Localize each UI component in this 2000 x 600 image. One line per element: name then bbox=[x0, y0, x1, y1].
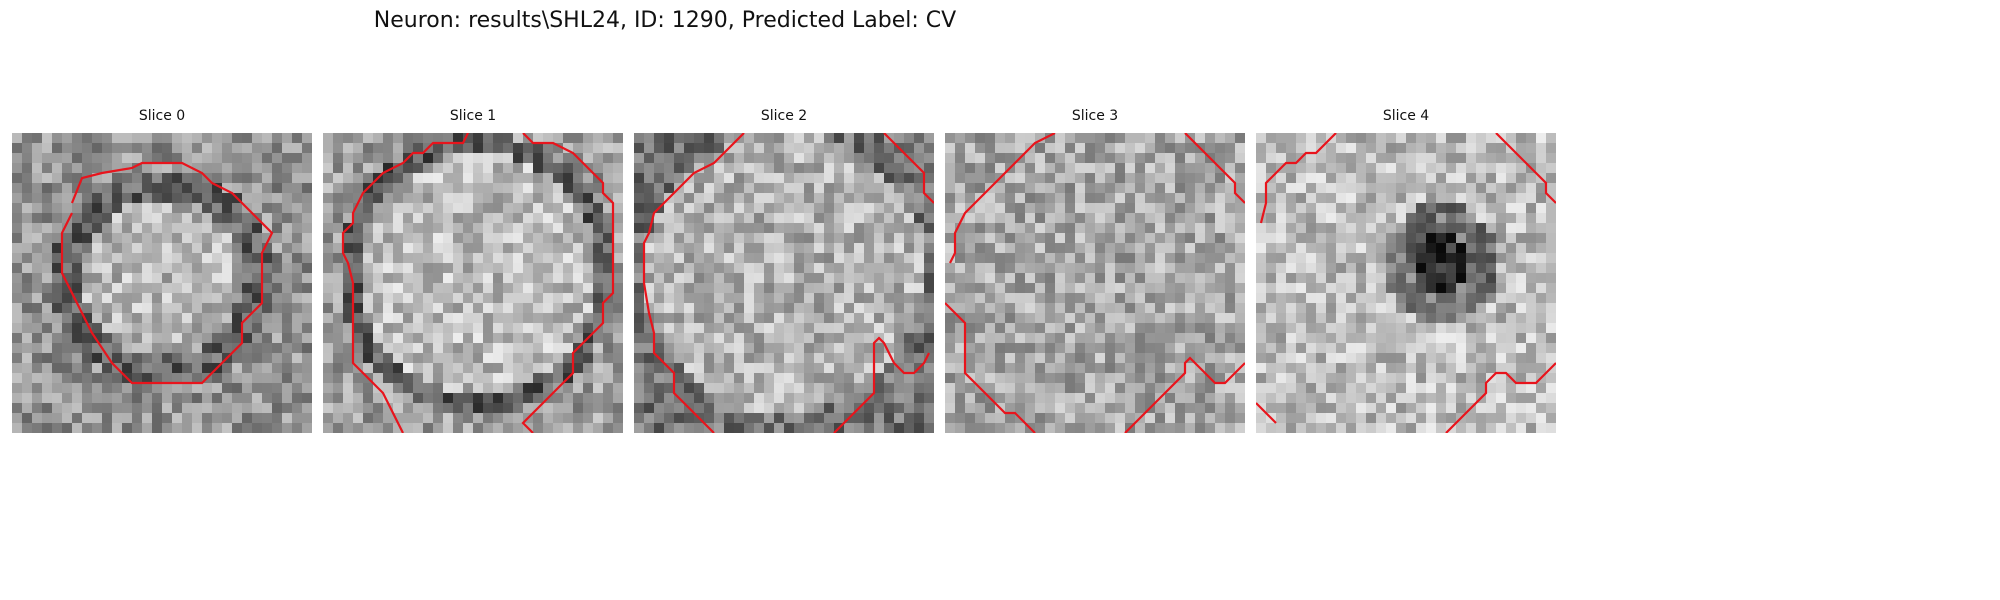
slice-title: Slice 2 bbox=[634, 108, 934, 124]
pixel-grid bbox=[945, 133, 1245, 433]
slice-image bbox=[1256, 133, 1556, 433]
slice-image bbox=[634, 133, 934, 433]
slice-title: Slice 4 bbox=[1256, 108, 1556, 124]
pixel-grid bbox=[323, 133, 623, 433]
slice-image bbox=[12, 133, 312, 433]
pixel-grid bbox=[634, 133, 934, 433]
slice-image bbox=[323, 133, 623, 433]
slice-image bbox=[945, 133, 1245, 433]
slice-title: Slice 1 bbox=[323, 108, 623, 124]
slice-title: Slice 3 bbox=[945, 108, 1245, 124]
slice-title: Slice 0 bbox=[12, 108, 312, 124]
pixel-grid bbox=[12, 133, 312, 433]
figure-title: Neuron: results\SHL24, ID: 1290, Predict… bbox=[0, 8, 1330, 33]
pixel-grid bbox=[1256, 133, 1556, 433]
